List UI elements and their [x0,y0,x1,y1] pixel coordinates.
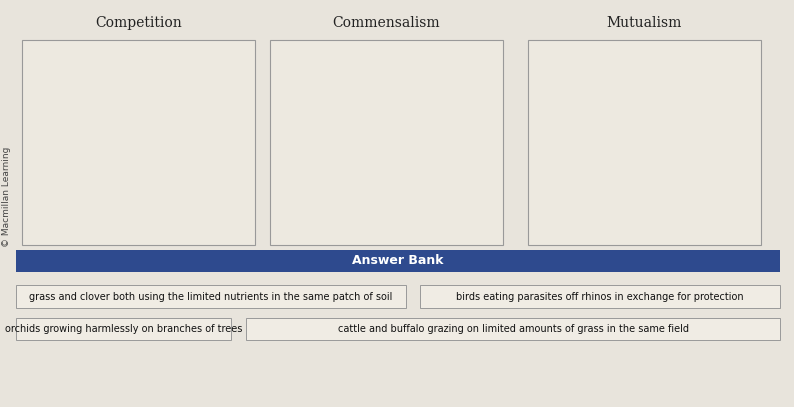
FancyBboxPatch shape [22,40,255,245]
Text: © Macmillan Learning: © Macmillan Learning [2,147,11,247]
Text: Answer Bank: Answer Bank [353,254,444,267]
Text: birds eating parasites off rhinos in exchange for protection: birds eating parasites off rhinos in exc… [457,291,744,302]
FancyBboxPatch shape [246,318,780,340]
FancyBboxPatch shape [420,285,780,308]
FancyBboxPatch shape [270,40,503,245]
FancyBboxPatch shape [528,40,761,245]
Text: cattle and buffalo grazing on limited amounts of grass in the same field: cattle and buffalo grazing on limited am… [337,324,688,334]
FancyBboxPatch shape [16,318,231,340]
Text: orchids growing harmlessly on branches of trees: orchids growing harmlessly on branches o… [5,324,242,334]
Text: Commensalism: Commensalism [333,16,441,30]
FancyBboxPatch shape [16,250,780,272]
Text: Mutualism: Mutualism [607,16,682,30]
Text: Competition: Competition [95,16,182,30]
FancyBboxPatch shape [16,285,406,308]
Text: grass and clover both using the limited nutrients in the same patch of soil: grass and clover both using the limited … [29,291,393,302]
